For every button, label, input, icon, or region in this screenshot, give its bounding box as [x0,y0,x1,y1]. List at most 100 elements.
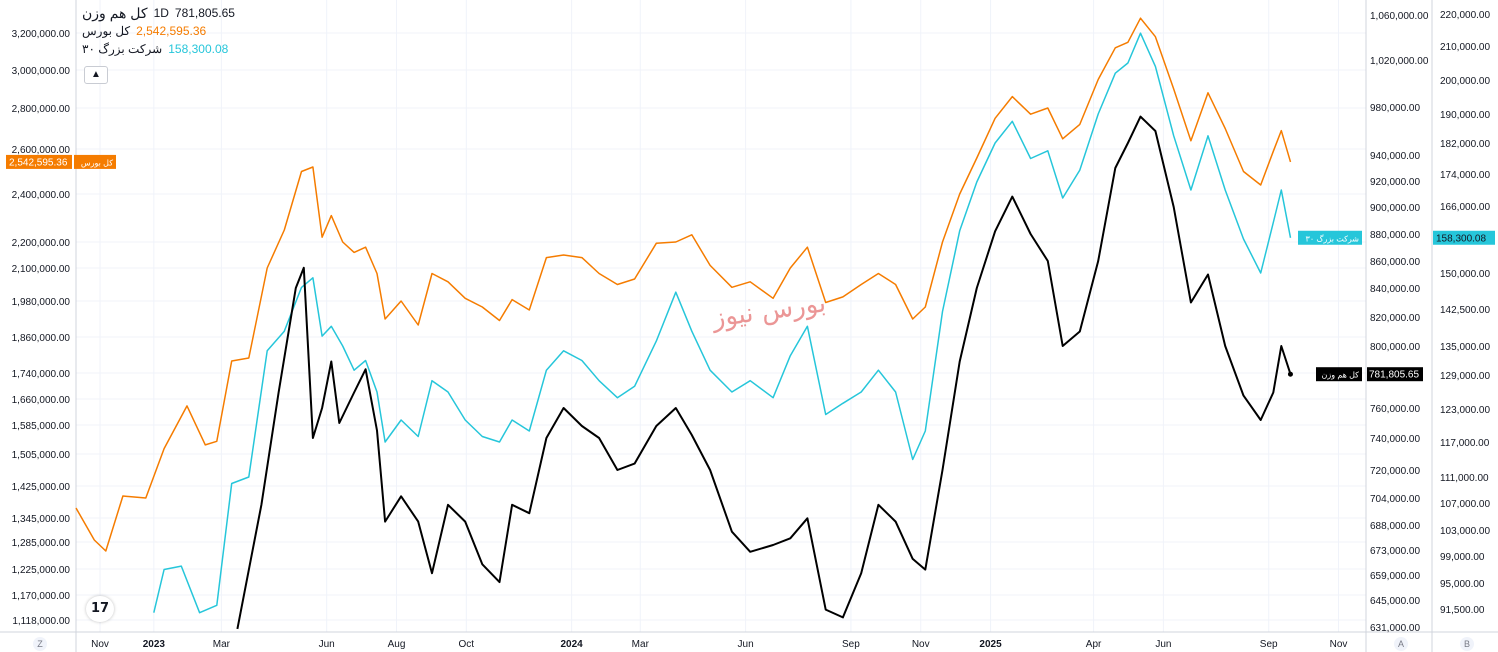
x-axis-tick-label: Aug [388,639,406,650]
series-tag-label-bozorg30: شرکت بزرگ ۳۰ [1306,233,1360,243]
right-axis-b-tick-label: 99,000.00 [1440,552,1485,563]
series2-value: 2,542,595.36 [136,24,207,38]
left-axis-tick-label: 1,980,000.00 [12,297,71,308]
right-axis-a-tick-label: 940,000.00 [1370,151,1420,162]
series-tag-label-kol-boors: کل بورس [81,158,113,167]
left-axis-tick-label: 1,285,000.00 [12,538,71,549]
left-axis-tick-label: 1,425,000.00 [12,482,71,493]
x-axis-tick-label: 2025 [979,639,1002,650]
right-axis-b-tick-label: 220,000.00 [1440,10,1490,21]
x-axis-tick-label: Nov [912,639,930,650]
left-axis-tick-label: 2,100,000.00 [12,264,71,275]
series-line-2[interactable] [236,115,1292,630]
collapse-legend-button[interactable]: ▲ [84,66,108,84]
auto-scale-a-button[interactable]: A [1394,637,1408,651]
right-axis-a-tick-label: 688,000.00 [1370,521,1420,532]
chevron-up-icon: ▲ [91,69,101,80]
left-axis-tick-label: 1,860,000.00 [12,333,71,344]
series-tag-ham-vazn [1316,367,1362,382]
left-axis-tick-label: 1,585,000.00 [12,421,71,432]
x-axis-tick-label: 2024 [561,639,584,650]
right-axis-b-tick-label: 210,000.00 [1440,42,1490,53]
left-axis-tick-label: 1,740,000.00 [12,369,71,380]
last-value-label-kol-boors: 2,542,595.36 [9,157,68,168]
right-axis-a-tick-label: 704,000.00 [1370,494,1420,505]
tradingview-logo-icon[interactable]: 17 [86,596,114,622]
series-line-1[interactable] [153,32,1292,614]
right-axis-a-tick-label: 920,000.00 [1370,177,1420,188]
x-axis-tick-label: Jun [738,639,754,650]
right-axis-a-tick-label: 880,000.00 [1370,230,1420,241]
right-axis-b-tick-label: 111,000.00 [1440,473,1489,484]
right-axis-a-tick-label: 720,000.00 [1370,466,1420,477]
right-axis-a-tick-label: 645,000.00 [1370,596,1420,607]
right-axis-a-tick-label: 800,000.00 [1370,342,1420,353]
x-axis-tick-label: Apr [1086,639,1102,650]
right-axis-b-tick-label: 95,000.00 [1440,579,1485,590]
x-axis-tick-label: Sep [1260,639,1278,650]
right-axis-b-tick-label: 117,000.00 [1440,438,1490,449]
right-axis-a-tick-label: 860,000.00 [1370,257,1420,268]
right-axis-a-tick-label: 1,060,000.00 [1370,11,1429,22]
x-axis-tick-label: Nov [91,639,109,650]
right-axis-b-tick-label: 91,500.00 [1440,605,1485,616]
last-point-marker [1287,371,1293,377]
legend-row-bozorg30: شرکت بزرگ ۳۰ 158,300.08 [82,40,235,58]
series-line-0[interactable] [75,17,1292,552]
x-axis-tick-label: Oct [459,639,475,650]
x-axis-tick-label: Jun [319,639,335,650]
x-axis-tick-label: Mar [632,639,650,650]
x-axis-tick-label: Nov [1330,639,1348,650]
chart-legend: کل هم وزن 1D 781,805.65 کل بورس 2,542,59… [82,4,235,58]
right-axis-a-tick-label: 1,020,000.00 [1370,56,1429,67]
series2-name: کل بورس [82,24,131,38]
auto-scale-b-button[interactable]: B [1460,637,1474,651]
left-axis-tick-label: 2,600,000.00 [12,145,71,156]
right-axis-b-tick-label: 107,000.00 [1440,499,1490,510]
left-axis-tick-label: 2,200,000.00 [12,238,71,249]
series-tag-bozorg30 [1298,230,1362,245]
last-value-tag-bozorg30 [1433,230,1495,245]
interval-label[interactable]: 1D [153,6,169,20]
last-value-label-bozorg30: 158,300.08 [1436,233,1486,244]
right-axis-a-tick-label: 760,000.00 [1370,404,1420,415]
right-axis-a-tick-label: 673,000.00 [1370,546,1420,557]
right-axis-b-tick-label: 129,000.00 [1440,371,1490,382]
series-tag-kol-boors [74,154,116,169]
series3-name: شرکت بزرگ ۳۰ [82,42,163,56]
x-axis-tick-label: Sep [842,639,860,650]
left-axis-tick-label: 1,505,000.00 [12,450,71,461]
right-axis-b-tick-label: 182,000.00 [1440,139,1490,150]
right-axis-b-tick-label: 142,500.00 [1440,305,1490,316]
left-axis-tick-label: 3,200,000.00 [12,29,71,40]
last-value-tag-kol-boors [6,154,72,169]
x-axis-tick-label: 2023 [143,639,166,650]
right-axis-b-tick-label: 150,000.00 [1440,269,1490,280]
left-axis-tick-label: 3,000,000.00 [12,66,71,77]
right-axis-b-tick-label: 200,000.00 [1440,76,1490,87]
x-axis-tick-label: Jun [1155,639,1171,650]
left-axis-tick-label: 1,345,000.00 [12,514,71,525]
right-axis-a-tick-label: 659,000.00 [1370,571,1420,582]
last-value-label-ham-vazn: 781,805.65 [1369,370,1419,381]
right-axis-b-tick-label: 123,000.00 [1440,405,1490,416]
series3-value: 158,300.08 [168,42,229,56]
right-axis-a-tick-label: 740,000.00 [1370,434,1420,445]
right-axis-b-tick-label: 190,000.00 [1440,110,1490,121]
left-axis-tick-label: 1,170,000.00 [12,591,71,602]
right-axis-a-tick-label: 900,000.00 [1370,203,1420,214]
right-axis-a-tick-label: 820,000.00 [1370,313,1420,324]
right-axis-b-tick-label: 103,000.00 [1440,526,1490,537]
x-axis-tick-label: Mar [213,639,231,650]
main-series-value: 781,805.65 [174,6,235,20]
left-axis-tick-label: 2,400,000.00 [12,190,71,201]
right-axis-b-tick-label: 166,000.00 [1440,202,1490,213]
main-series-title: کل هم وزن [82,5,148,21]
zoom-reset-button[interactable]: Z [33,637,47,651]
right-axis-b-tick-label: 135,000.00 [1440,342,1490,353]
last-value-tag-ham-vazn [1367,367,1423,382]
legend-row-kol-boors: کل بورس 2,542,595.36 [82,22,235,40]
series-tag-label-ham-vazn: کل هم وزن [1322,371,1360,380]
left-axis-tick-label: 1,660,000.00 [12,395,71,406]
